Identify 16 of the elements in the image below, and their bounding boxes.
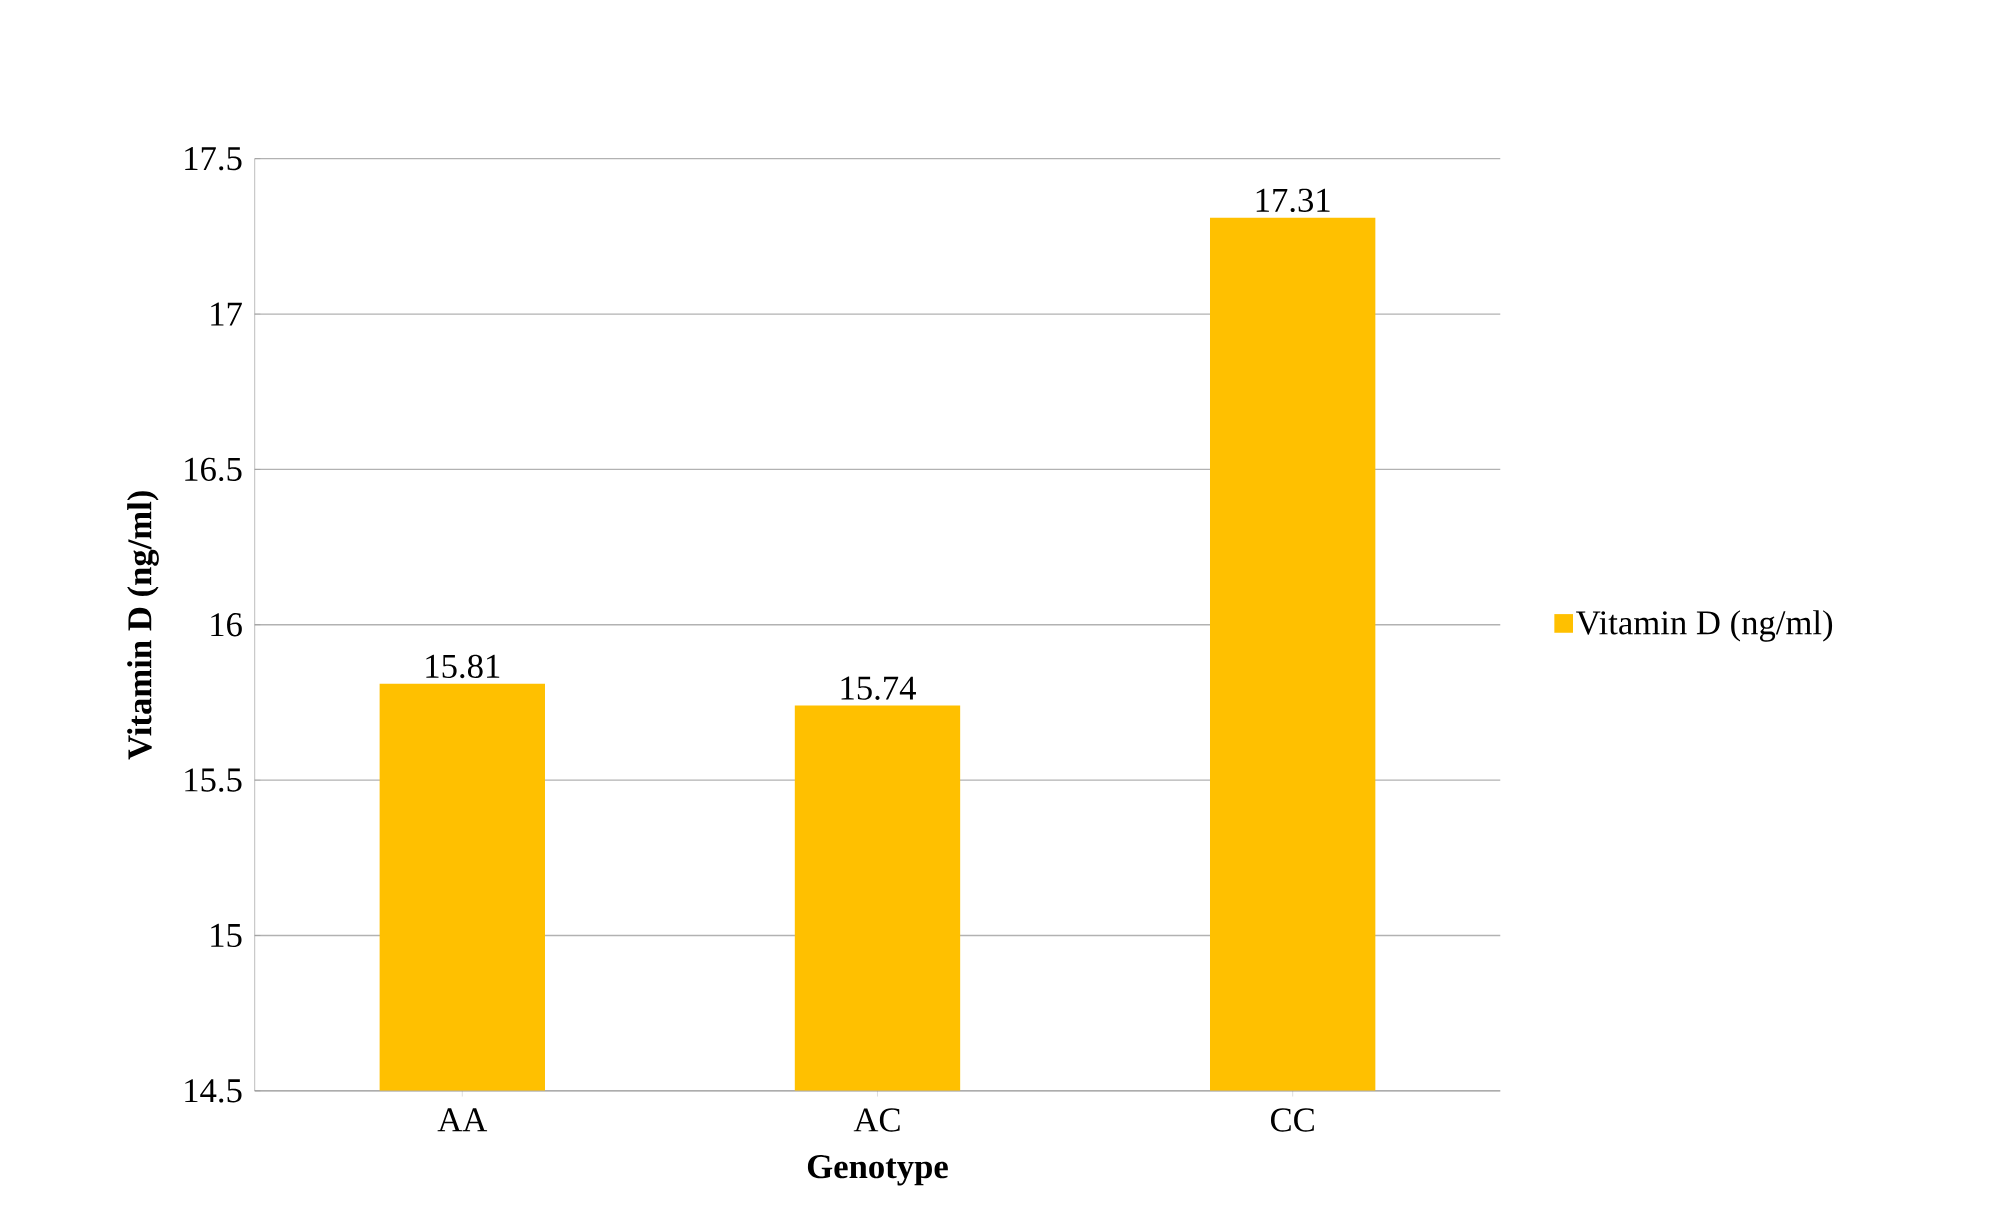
y-tick-label: 16 [211,613,242,637]
legend-label: Vitamin D (ng/ml) [1576,610,1833,642]
data-label: 15.74 [841,676,916,701]
y-tick-label: 15.5 [185,768,242,793]
x-tick-label: CC [1270,1108,1314,1132]
y-tick-label: 15 [211,924,242,948]
y-tick-label: 16.5 [185,457,242,482]
data-label: 15.81 [426,654,500,679]
y-axis-title: Vitamin D (ng/ml) [127,491,159,760]
y-tick-label: 17 [211,302,242,326]
y-tick-label: 17.5 [185,147,242,171]
x-axis-title: Genotype [807,1155,948,1186]
x-tick-label: AA [437,1108,488,1132]
x-tick-label: AC [853,1108,900,1132]
data-label: 17.31 [1256,188,1330,213]
y-tick-label: 14.5 [185,1079,242,1103]
